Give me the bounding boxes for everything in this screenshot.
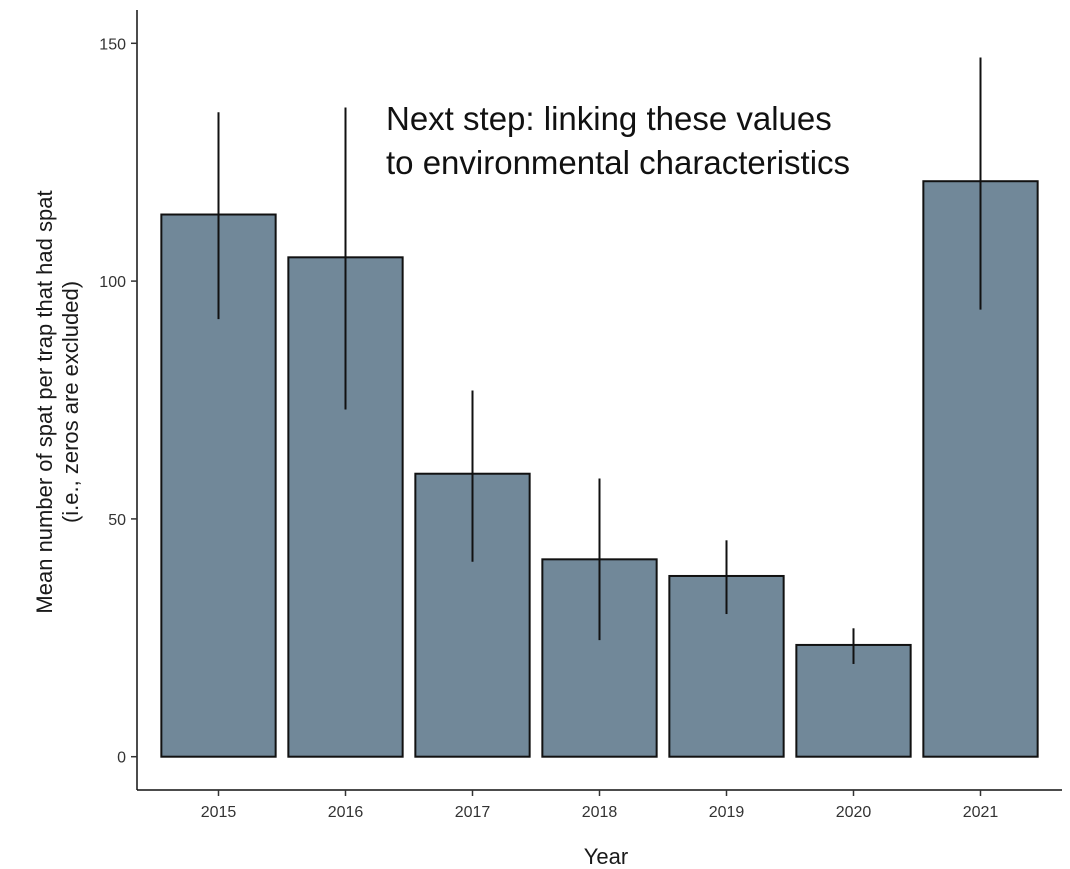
y-tick-label-100: 100 bbox=[99, 274, 126, 291]
y-axis-title: Mean number of spat per trap that had sp… bbox=[32, 190, 83, 613]
bars-layer bbox=[160, 180, 1039, 758]
ticks-layer: 0 50 100 150 2015 2016 2017 2018 2019 2020 2021 bbox=[99, 36, 998, 821]
error-bars-layer bbox=[217, 57, 982, 664]
x-tick-label-2015: 2015 bbox=[201, 804, 237, 821]
annotation-line-1: Next step: linking these values bbox=[386, 100, 832, 137]
x-tick-label-2017: 2017 bbox=[455, 804, 491, 821]
x-tick-label-2021: 2021 bbox=[963, 804, 999, 821]
x-tick-label-2020: 2020 bbox=[836, 804, 872, 821]
y-axis-title-line-2: (i.e., zeros are excluded) bbox=[58, 281, 83, 523]
x-tick-label-2018: 2018 bbox=[582, 804, 618, 821]
annotation-line-2: to environmental characteristics bbox=[386, 144, 850, 181]
y-tick-label-150: 150 bbox=[99, 36, 126, 53]
y-axis-title-line-1: Mean number of spat per trap that had sp… bbox=[32, 190, 57, 613]
x-tick-label-2019: 2019 bbox=[709, 804, 745, 821]
y-tick-label-50: 50 bbox=[108, 512, 126, 529]
y-tick-label-0: 0 bbox=[117, 750, 126, 767]
bar-2019 bbox=[668, 574, 785, 758]
x-tick-label-2016: 2016 bbox=[328, 804, 364, 821]
x-axis-title: Year bbox=[584, 844, 628, 869]
